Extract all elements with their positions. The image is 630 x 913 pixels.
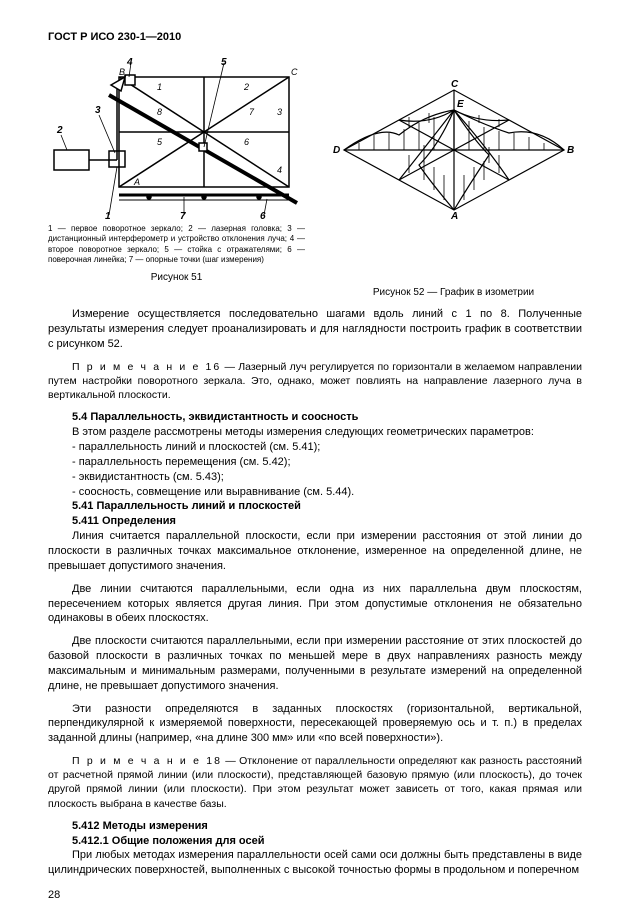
note-18: П р и м е ч а н и е 18 — Отклонение от п… xyxy=(48,754,582,811)
svg-text:5: 5 xyxy=(157,137,163,147)
figure-52-caption: Рисунок 52 — График в изометрии xyxy=(373,286,534,300)
note-16: П р и м е ч а н и е 16 — Лазерный луч ре… xyxy=(48,360,582,403)
section-5-412-head: 5.412 Методы измерения xyxy=(48,819,582,834)
figure-51-legend: 1 — первое поворотное зеркало; 2 — лазер… xyxy=(48,224,305,266)
section-5-4-intro: В этом разделе рассмотрены методы измере… xyxy=(48,425,582,440)
svg-text:C: C xyxy=(291,67,298,77)
note-16-label: П р и м е ч а н и е 16 xyxy=(72,361,221,373)
svg-text:6: 6 xyxy=(260,211,266,220)
svg-text:A: A xyxy=(450,211,458,220)
section-5-4-head: 5.4 Параллельность, эквидистантность и с… xyxy=(48,410,582,425)
figure-52: A B C D E Рисунок 52 — График в изометри… xyxy=(325,55,582,300)
svg-text:B: B xyxy=(567,145,574,156)
note-18-label: П р и м е ч а н и е 18 xyxy=(72,755,222,767)
paragraph-5: Эти разности определяются в заданных пло… xyxy=(48,702,582,747)
paragraph-1: Измерение осуществляется последовательно… xyxy=(48,307,582,352)
svg-text:E: E xyxy=(457,99,464,110)
section-5-4121-head: 5.412.1 Общие положения для осей xyxy=(48,834,582,849)
page: ГОСТ Р ИСО 230-1—2010 xyxy=(0,0,630,913)
document-header: ГОСТ Р ИСО 230-1—2010 xyxy=(48,30,582,45)
page-number: 28 xyxy=(48,888,60,903)
svg-text:A: A xyxy=(133,177,140,187)
svg-text:8: 8 xyxy=(157,107,162,117)
figure-51-caption: Рисунок 51 xyxy=(151,271,203,285)
paragraph-2: Линия считается параллельной плоскости, … xyxy=(48,529,582,574)
svg-text:7: 7 xyxy=(249,107,255,117)
figure-51: 4 5 3 2 1 7 6 B C A 1 2 3 4 5 xyxy=(48,55,305,300)
list-item-2: - параллельность перемещения (см. 5.42); xyxy=(48,455,582,470)
svg-text:5: 5 xyxy=(221,57,227,68)
paragraph-4: Две плоскости считаются параллельными, е… xyxy=(48,634,582,693)
svg-text:1: 1 xyxy=(105,211,111,220)
figure-52-svg: A B C D E xyxy=(329,55,579,220)
svg-text:4: 4 xyxy=(126,57,133,68)
figure-51-svg: 4 5 3 2 1 7 6 B C A 1 2 3 4 5 xyxy=(49,55,304,220)
paragraph-6: При любых методах измерения параллельнос… xyxy=(48,848,582,878)
figures-row: 4 5 3 2 1 7 6 B C A 1 2 3 4 5 xyxy=(48,55,582,300)
list-item-1: - параллельность линий и плоскостей (см.… xyxy=(48,440,582,455)
svg-text:6: 6 xyxy=(244,137,249,147)
svg-text:C: C xyxy=(451,79,459,90)
svg-text:7: 7 xyxy=(180,211,186,220)
svg-text:4: 4 xyxy=(277,165,282,175)
svg-text:2: 2 xyxy=(56,125,63,136)
svg-text:D: D xyxy=(333,145,340,156)
section-5-41-head: 5.41 Параллельность линий и плоскостей xyxy=(48,499,582,514)
svg-text:B: B xyxy=(119,67,125,77)
section-5-411-head: 5.411 Определения xyxy=(48,514,582,529)
paragraph-3: Две линии считаются параллельными, если … xyxy=(48,582,582,627)
svg-text:3: 3 xyxy=(95,105,101,116)
svg-text:3: 3 xyxy=(277,107,282,117)
svg-text:1: 1 xyxy=(157,82,162,92)
list-item-3: - эквидистантность (см. 5.43); xyxy=(48,470,582,485)
list-item-4: - соосность, совмещение или выравнивание… xyxy=(48,485,582,500)
svg-text:2: 2 xyxy=(243,82,249,92)
